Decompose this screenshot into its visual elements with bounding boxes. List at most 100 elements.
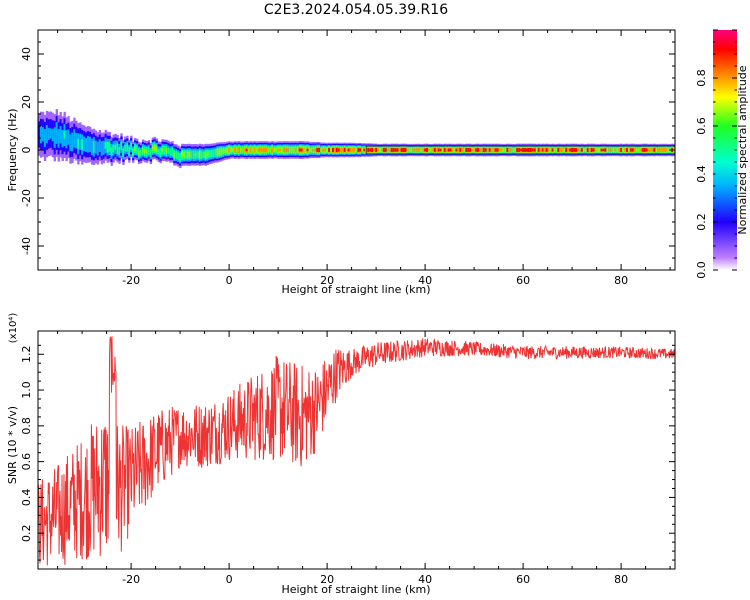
heatmap-cell <box>290 146 294 154</box>
heatmap-cell <box>145 149 149 155</box>
heatmap-cell <box>373 147 376 153</box>
heatmap-cell <box>324 148 327 152</box>
heatmap-cell <box>300 148 303 152</box>
heatmap-cell <box>637 147 641 153</box>
heatmap-cell <box>173 152 176 157</box>
snr-ylabel: SNR (10 * v/v) <box>6 406 19 484</box>
heatmap-cell <box>659 148 662 152</box>
heatmap-cell <box>639 148 643 152</box>
heatmap-cell <box>571 148 574 152</box>
heatmap-cell <box>112 144 115 153</box>
heatmap-cell <box>537 148 541 152</box>
heatmap-cell <box>245 148 249 152</box>
y-tick-label: -40 <box>20 237 33 255</box>
colorbar: 0.0 0.2 0.4 0.6 0.8 Normalized spectral ampl… <box>695 29 749 279</box>
heatmap-cell <box>83 136 86 151</box>
heatmap-cell <box>518 148 521 152</box>
heatmap-cell <box>65 130 68 149</box>
heatmap-cell <box>555 147 558 153</box>
heatmap-cell <box>657 148 660 152</box>
heatmap-cell <box>210 149 213 158</box>
heatmap-cell <box>90 138 94 156</box>
heatmap-cell <box>404 148 407 152</box>
spectrogram-heatmap <box>38 109 675 169</box>
y-tick-label: 1.2 <box>20 346 33 364</box>
spectrogram-ylabel: Frequency (Hz) <box>6 109 19 192</box>
heatmap-cell <box>120 141 123 151</box>
x-tick-label: 20 <box>320 274 334 287</box>
heatmap-cell <box>535 147 539 153</box>
heatmap-cell <box>302 147 305 153</box>
heatmap-cell <box>665 148 668 152</box>
heatmap-cell <box>359 148 362 152</box>
heatmap-cell <box>143 148 147 154</box>
y-tick-label: 20 <box>20 95 33 109</box>
heatmap-cell <box>175 150 178 159</box>
heatmap-cell <box>608 148 611 152</box>
heatmap-cell <box>292 146 296 154</box>
heatmap-cell <box>69 134 72 152</box>
heatmap-cell <box>218 148 221 156</box>
y-tick-label: 1.0 <box>20 381 33 399</box>
heatmap-cell <box>633 148 637 152</box>
heatmap-cell <box>614 148 617 152</box>
heatmap-cell <box>492 147 496 153</box>
heatmap-cell <box>528 148 531 152</box>
heatmap-cell <box>41 127 45 142</box>
heatmap-cell <box>510 148 513 152</box>
heatmap-cell <box>161 147 164 153</box>
heatmap-cell <box>549 147 552 153</box>
heatmap-cell <box>394 148 398 152</box>
heatmap-cell <box>71 132 74 152</box>
heatmap-cell <box>551 148 554 152</box>
heatmap-cell <box>181 151 184 159</box>
heatmap-cell <box>45 125 49 144</box>
heatmap-cell <box>237 147 241 153</box>
heatmap-cell <box>379 147 382 153</box>
heatmap-cell <box>273 147 276 153</box>
heatmap-cell <box>353 147 356 153</box>
heatmap-cell <box>627 147 631 153</box>
heatmap-cell <box>408 147 411 153</box>
heatmap-cell <box>441 147 445 153</box>
heatmap-cell <box>204 152 207 158</box>
heatmap-cell <box>335 147 339 153</box>
heatmap-cell <box>449 148 452 152</box>
heatmap-cell <box>377 148 380 152</box>
heatmap-cell <box>108 142 111 152</box>
heatmap-cell <box>547 147 550 153</box>
heatmap-cell <box>314 148 317 152</box>
heatmap-cell <box>47 127 51 140</box>
heatmap-cell <box>635 147 639 153</box>
snr-xlabel: Height of straight line (km) <box>281 583 430 596</box>
heatmap-cell <box>96 141 100 156</box>
heatmap-cell <box>169 148 172 156</box>
heatmap-cell <box>428 148 431 152</box>
heatmap-cell <box>116 143 119 155</box>
heatmap-cell <box>406 148 409 152</box>
ridge-outline <box>365 145 675 155</box>
heatmap-cell <box>75 132 78 149</box>
heatmap-cell <box>234 147 237 153</box>
heatmap-cell <box>243 148 247 152</box>
heatmap-cell <box>49 128 53 139</box>
heatmap-cell <box>257 148 260 152</box>
heatmap-cell <box>351 147 354 153</box>
heatmap-cell <box>67 129 70 145</box>
heatmap-cell <box>87 135 90 153</box>
heatmap-cell <box>347 148 351 152</box>
heatmap-cell <box>271 147 274 153</box>
y-tick-label: 0.8 <box>20 417 33 435</box>
x-tick-label: -20 <box>122 274 140 287</box>
heatmap-cell <box>488 148 492 152</box>
heatmap-cell <box>38 121 41 148</box>
heatmap-cell <box>355 147 358 153</box>
heatmap-cell <box>110 147 113 156</box>
heatmap-cell <box>381 148 384 152</box>
heatmap-cell <box>202 151 205 159</box>
heatmap-cell <box>230 147 233 153</box>
heatmap-cell <box>531 148 535 152</box>
heatmap-cell <box>153 144 156 152</box>
y-tick-label: 0.6 <box>20 453 33 471</box>
heatmap-cell <box>557 148 560 152</box>
